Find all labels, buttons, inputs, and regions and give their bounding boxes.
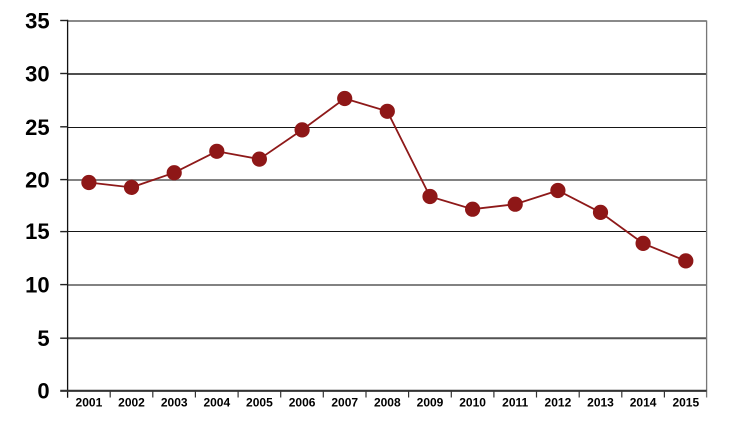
svg-text:25: 25 xyxy=(25,115,49,140)
svg-text:2008: 2008 xyxy=(374,396,401,410)
svg-text:2011: 2011 xyxy=(502,396,528,410)
svg-text:5: 5 xyxy=(37,326,49,351)
svg-text:0: 0 xyxy=(37,378,49,403)
svg-text:2005: 2005 xyxy=(246,396,273,410)
svg-text:2009: 2009 xyxy=(417,396,444,410)
svg-text:35: 35 xyxy=(25,9,49,34)
svg-text:30: 30 xyxy=(25,61,49,86)
svg-text:10: 10 xyxy=(25,272,49,297)
svg-text:2014: 2014 xyxy=(630,396,657,410)
svg-text:2003: 2003 xyxy=(161,396,188,410)
svg-text:2002: 2002 xyxy=(118,396,145,410)
svg-text:2012: 2012 xyxy=(545,396,572,410)
svg-text:2015: 2015 xyxy=(672,396,699,410)
svg-text:2007: 2007 xyxy=(331,396,358,410)
svg-text:2006: 2006 xyxy=(289,396,316,410)
svg-text:15: 15 xyxy=(25,219,49,244)
svg-text:2004: 2004 xyxy=(203,396,230,410)
svg-text:2013: 2013 xyxy=(587,396,614,410)
svg-text:20: 20 xyxy=(25,168,49,193)
svg-text:2010: 2010 xyxy=(459,396,486,410)
svg-text:2001: 2001 xyxy=(76,396,103,410)
